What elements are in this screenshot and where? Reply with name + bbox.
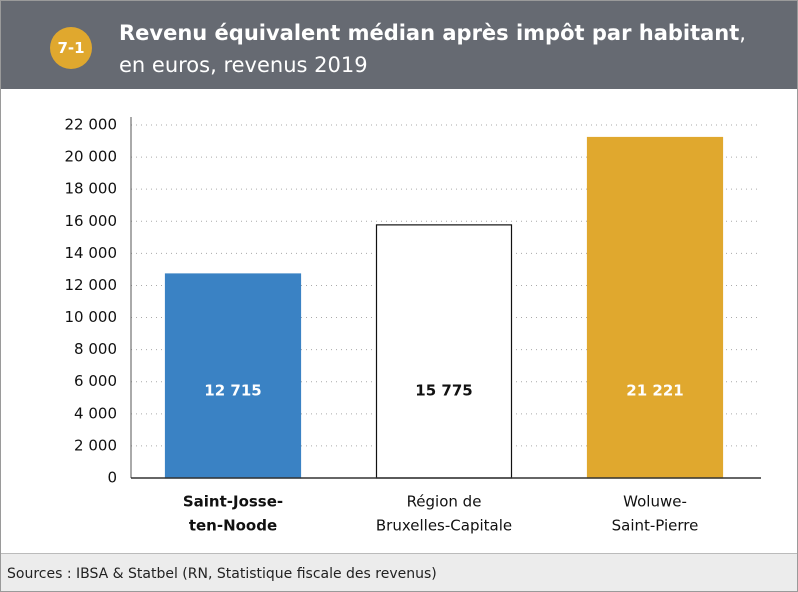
- y-tick-label: 22 000: [65, 116, 118, 134]
- badge: 7-1: [50, 27, 92, 69]
- bar: [586, 136, 724, 479]
- y-tick-label: 20 000: [65, 148, 118, 166]
- bar: [164, 273, 302, 479]
- y-tick-label: 4 000: [74, 404, 117, 422]
- data-label: 15 775: [415, 382, 472, 400]
- chart: 0 2 000 4 000 6 000 8 000 10 000 12 000 14 000 1…: [65, 116, 761, 535]
- y-tick-label: 2 000: [74, 436, 117, 454]
- y-tick-label: 16 000: [65, 212, 118, 230]
- bar: [375, 224, 513, 479]
- header: 7-1 Revenu équivalent médian après impôt…: [1, 1, 797, 89]
- source: Sources : IBSA & Statbel (RN, Statistiqu…: [7, 566, 437, 582]
- title: Revenu équivalent médian après impôt par…: [119, 21, 740, 45]
- x-tick-label: ten-Noode: [189, 517, 277, 535]
- x-tick-label: Woluwe-: [623, 493, 687, 511]
- x-tick-label: Saint-Josse-: [183, 493, 283, 511]
- y-tick-label: 0: [107, 469, 117, 487]
- data-label: 21 221: [626, 382, 683, 400]
- data-label: 12 715: [204, 382, 261, 400]
- x-tick-label: Région de: [407, 493, 482, 511]
- y-tick-label: 14 000: [65, 244, 118, 262]
- chart-title: Revenu équivalent médian après impôt par…: [119, 17, 759, 81]
- y-tick-label: 18 000: [65, 180, 118, 198]
- y-tick-label: 6 000: [74, 372, 117, 390]
- y-tick-label: 8 000: [74, 340, 117, 358]
- y-tick-label: 10 000: [65, 308, 118, 326]
- x-tick-label: Saint-Pierre: [612, 517, 699, 535]
- y-tick-label: 12 000: [65, 276, 118, 294]
- x-tick-label: Bruxelles-Capitale: [376, 517, 512, 535]
- subtitle: , en euros, revenus 2019: [119, 21, 746, 77]
- footer: Sources : IBSA & Statbel (RN, Statistiqu…: [1, 553, 797, 591]
